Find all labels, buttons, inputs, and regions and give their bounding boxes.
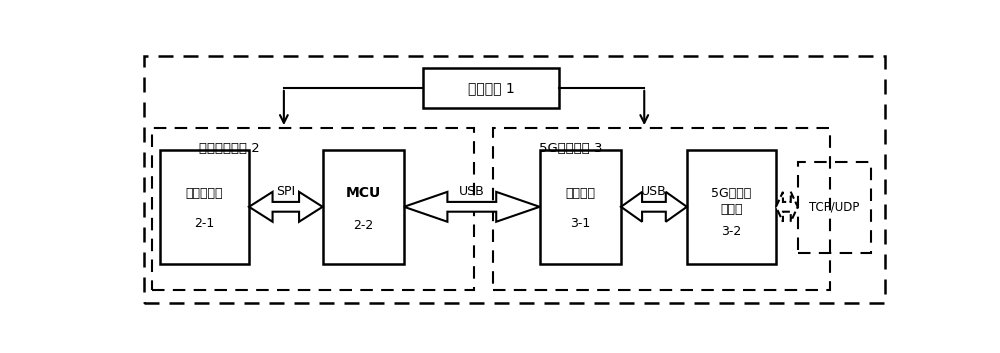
Text: SPI: SPI	[276, 185, 295, 198]
Bar	[493, 128, 830, 290]
Text: MCU: MCU	[346, 186, 381, 200]
Text: 5G移动数: 5G移动数	[711, 187, 752, 200]
Text: USB: USB	[641, 185, 667, 198]
Text: 微型电脑: 微型电脑	[565, 187, 595, 200]
Text: 2-2: 2-2	[353, 219, 373, 232]
Bar	[423, 68, 559, 108]
Text: 5G通讯模块 3: 5G通讯模块 3	[539, 142, 602, 155]
Bar	[323, 150, 404, 264]
Text: 据终端: 据终端	[720, 203, 743, 216]
Polygon shape	[621, 192, 687, 222]
Polygon shape	[249, 192, 323, 222]
Text: 3-1: 3-1	[570, 217, 590, 229]
Text: 角度测量模块 2: 角度测量模块 2	[199, 142, 260, 155]
Bar	[798, 162, 871, 253]
Bar	[160, 150, 249, 264]
Text: 惯性传感器: 惯性传感器	[186, 187, 223, 200]
Bar	[687, 150, 776, 264]
Text: TCP/UDP: TCP/UDP	[809, 201, 860, 214]
Text: 3-2: 3-2	[721, 225, 742, 238]
Text: 电源模块 1: 电源模块 1	[468, 81, 515, 95]
Text: 2-1: 2-1	[194, 217, 215, 229]
Polygon shape	[776, 192, 798, 222]
Bar	[152, 128, 474, 290]
Text: USB: USB	[459, 185, 485, 198]
Bar	[540, 150, 621, 264]
Polygon shape	[404, 192, 540, 222]
